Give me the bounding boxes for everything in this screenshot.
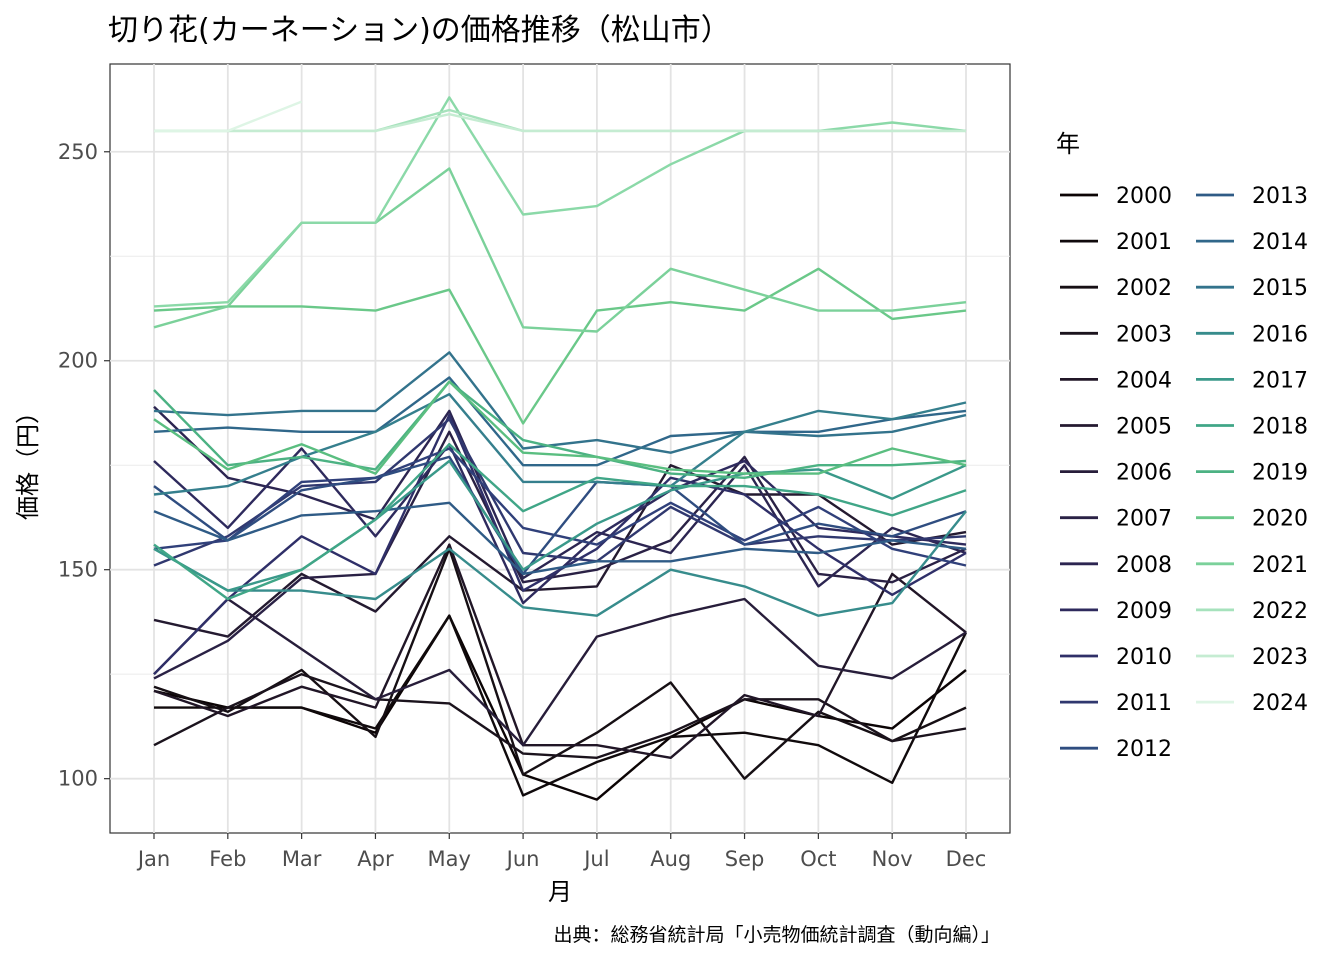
series-line-2003 — [153, 673, 967, 759]
x-tick-label: Apr — [357, 847, 394, 871]
legend-label: 2011 — [1116, 691, 1172, 716]
legend-label: 2002 — [1116, 276, 1172, 301]
legend: 2000 2001 2002 2003 2004 2005 2006 2007 2008 2009… — [1060, 184, 1308, 762]
x-tick-label: Nov — [872, 847, 913, 871]
series-line-2019 — [153, 459, 967, 592]
series-line-2001 — [154, 614, 968, 797]
y-tick-labels: 100 150 200 250 — [58, 140, 110, 791]
x-tick-label: Oct — [800, 847, 836, 871]
legend-label: 2009 — [1116, 599, 1172, 624]
x-tick-label: May — [428, 847, 471, 871]
legend-label: 2021 — [1252, 553, 1308, 578]
legend-label: 2010 — [1116, 645, 1172, 670]
series-line-2018 — [153, 510, 967, 617]
series-line-2016 — [153, 351, 967, 454]
legend-label: 2019 — [1252, 461, 1308, 486]
legend-label: 2017 — [1252, 368, 1308, 393]
legend-label: 2012 — [1116, 737, 1172, 762]
y-tick-label: 200 — [58, 349, 98, 373]
x-tick-labels: Jan Feb Mar Apr May Jun Jul Aug Sep Oct Nov Dec — [136, 833, 987, 871]
x-tick-label: Feb — [209, 847, 246, 871]
series-line-2013 — [153, 455, 967, 576]
legend-label: 2007 — [1116, 507, 1172, 532]
chart-caption: 出典：総務省統計局「小売物価統計調査（動向編）」 — [553, 924, 1000, 946]
series-line-2021 — [153, 380, 967, 479]
series-line-2020 — [153, 443, 967, 601]
x-tick-label: Sep — [725, 847, 765, 871]
x-tick-label: Aug — [650, 847, 691, 871]
legend-label: 2000 — [1116, 184, 1172, 209]
series-line-2017 — [153, 393, 967, 496]
series-line-2021 — [153, 96, 967, 308]
legend-label: 2016 — [1252, 322, 1308, 347]
y-axis-title: 価格（円） — [14, 400, 42, 520]
legend-label: 2015 — [1252, 276, 1308, 301]
legend-label: 2018 — [1252, 415, 1308, 440]
legend-label: 2004 — [1116, 368, 1172, 393]
series-line-2004 — [153, 543, 967, 759]
legend-title: 年 — [1056, 130, 1080, 158]
legend-label: 2001 — [1116, 230, 1172, 255]
y-tick-label: 100 — [58, 767, 98, 791]
series-line-2014 — [153, 501, 967, 576]
legend-label: 2024 — [1252, 691, 1308, 716]
series-line-2011 — [153, 418, 967, 567]
x-tick-label: Jun — [505, 847, 540, 871]
x-axis-title: 月 — [548, 878, 572, 906]
x-tick-label: Dec — [946, 847, 987, 871]
x-tick-label: Mar — [282, 847, 322, 871]
legend-label: 2022 — [1252, 599, 1308, 624]
y-tick-label: 150 — [58, 558, 98, 582]
legend-label: 2003 — [1116, 322, 1172, 347]
legend-label: 2006 — [1116, 461, 1172, 486]
x-tick-label: Jan — [136, 847, 170, 871]
series-lines — [153, 96, 968, 801]
series-line-2005 — [153, 464, 967, 638]
y-tick-label: 250 — [58, 140, 98, 164]
x-tick-label: Jul — [582, 847, 609, 871]
series-line-2010 — [153, 413, 967, 676]
legend-label: 2014 — [1252, 230, 1308, 255]
series-line-2006 — [153, 597, 967, 747]
legend-label: 2023 — [1252, 645, 1308, 670]
series-line-2012 — [153, 447, 967, 567]
series-line-2024 — [154, 100, 303, 133]
legend-label: 2005 — [1116, 415, 1172, 440]
series-line-2023 — [153, 267, 967, 425]
legend-label: 2013 — [1252, 184, 1308, 209]
series-line-2023 — [154, 113, 966, 133]
series-line-2015 — [153, 376, 967, 467]
legend-label: 2020 — [1252, 507, 1308, 532]
chart-title: 切り花(カーネーション)の価格推移（松山市） — [108, 13, 731, 48]
legend-label: 2008 — [1116, 553, 1172, 578]
series-line-2002 — [153, 547, 967, 780]
series-line-2022 — [153, 380, 967, 475]
